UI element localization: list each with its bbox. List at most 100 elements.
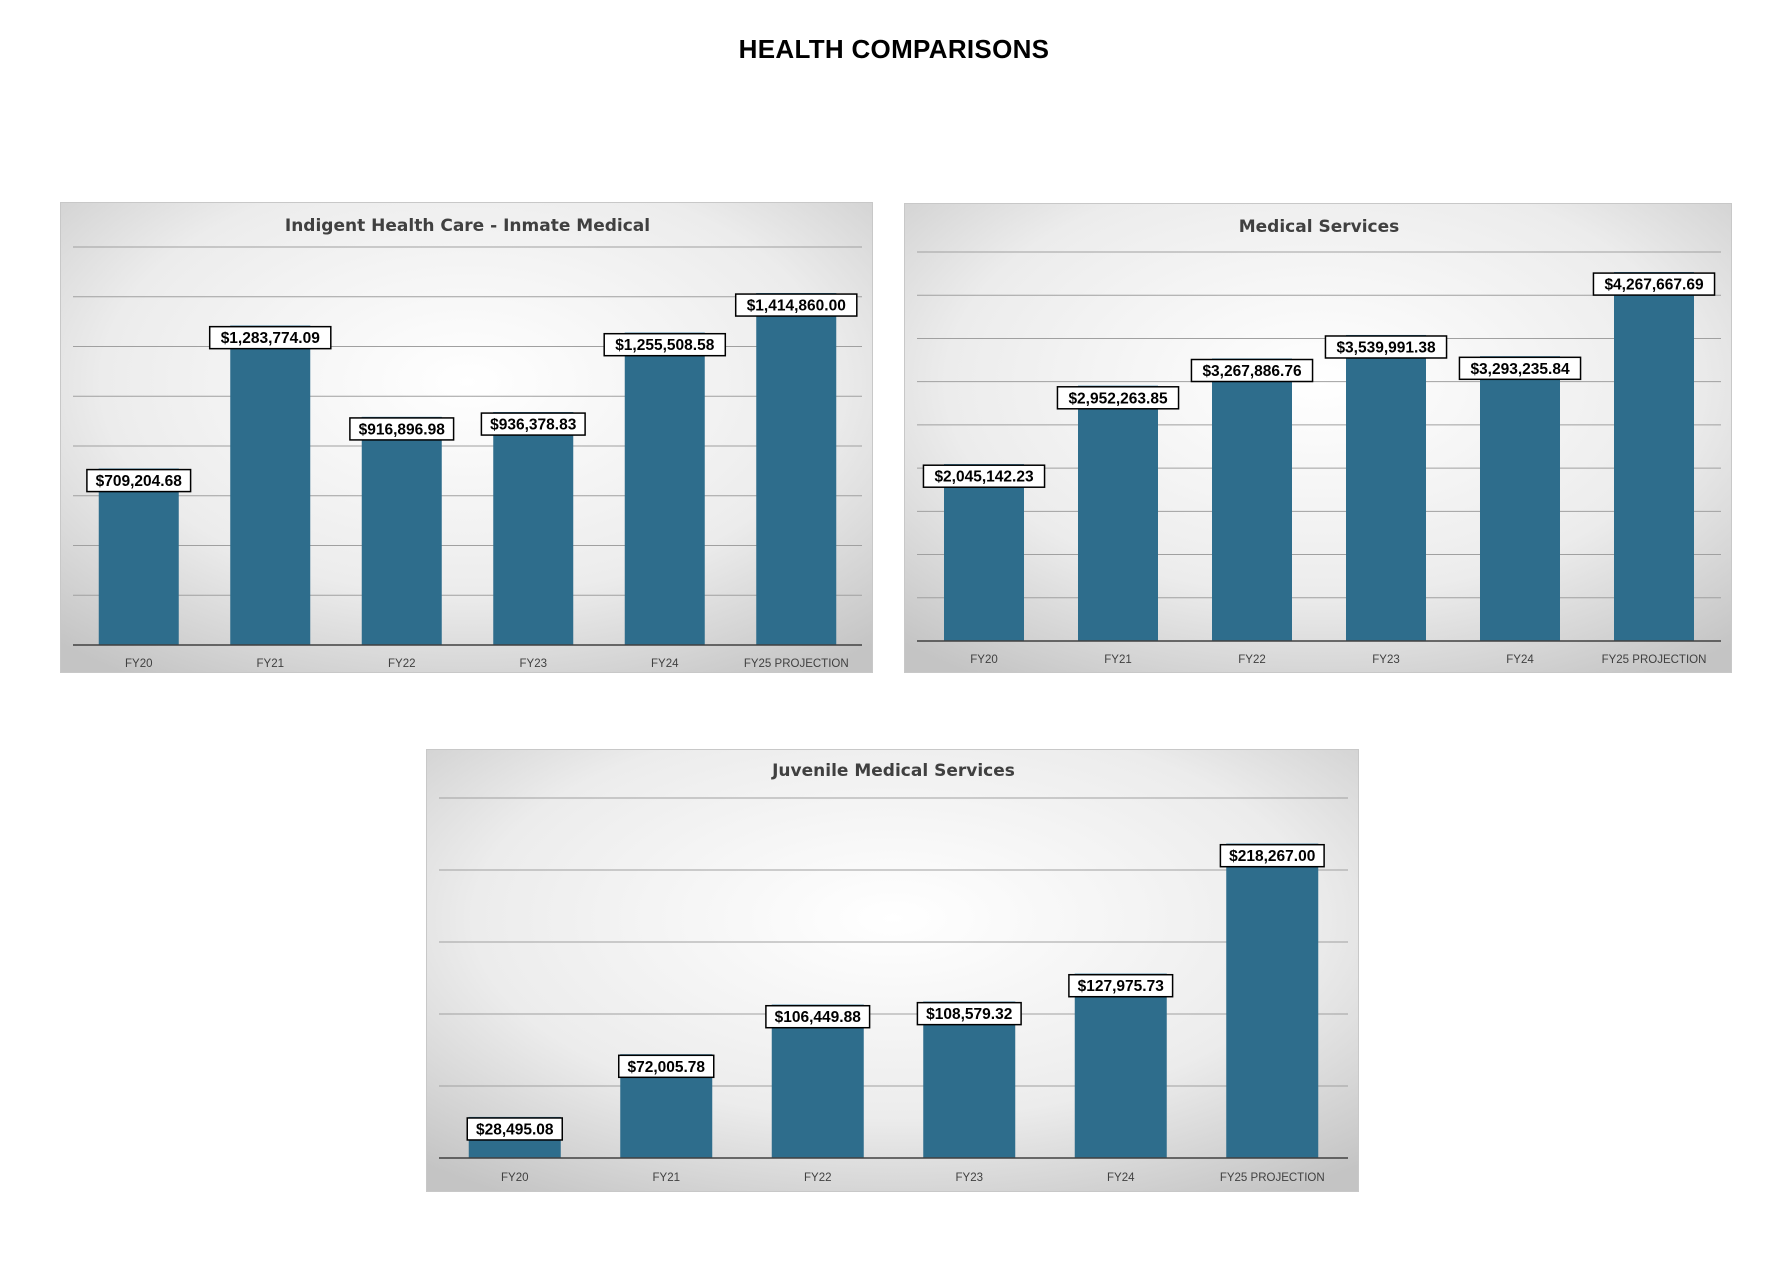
bar: [1346, 334, 1426, 641]
bar-group: $108,579.32: [916, 1001, 1022, 1158]
bar-group: $218,267.00: [1219, 843, 1325, 1158]
chart-background: [427, 750, 1358, 1191]
bar: [1212, 358, 1292, 641]
x-tick-label: FY23: [1372, 654, 1400, 666]
data-label: $4,267,667.69: [1604, 277, 1704, 294]
bar-group: $3,267,886.76: [1190, 358, 1314, 641]
data-label-box: [603, 332, 727, 357]
bar-group: $127,975.73: [1068, 973, 1174, 1158]
bar: [230, 325, 311, 645]
data-label: $936,378.83: [490, 417, 577, 434]
x-tick-label: FY25 PROJECTION: [1220, 1172, 1325, 1184]
bar-group: $3,539,991.38: [1324, 334, 1448, 641]
data-label: $3,293,235.84: [1470, 361, 1570, 378]
x-tick-label: FY22: [388, 658, 416, 670]
chart-medical-services: Medical Services $2,045,142.23 FY20 $2,952,…: [904, 203, 1732, 673]
x-tick-label: FY23: [520, 658, 548, 670]
bar: [98, 468, 179, 645]
chart-svg: Medical Services $2,045,142.23 FY20 $2,952,…: [905, 204, 1731, 672]
bar-group: $2,045,142.23: [922, 464, 1046, 641]
data-label: $28,495.08: [476, 1121, 554, 1138]
x-tick-label: FY22: [804, 1172, 832, 1184]
bar-group: $106,449.88: [765, 1004, 871, 1158]
bar: [1480, 356, 1560, 641]
data-label: $108,579.32: [926, 1006, 1012, 1023]
data-label-box: [86, 468, 192, 493]
chart-svg: Juvenile Medical Services $28,495.08 FY20 $…: [427, 750, 1358, 1191]
bar: [756, 293, 837, 645]
page-title: HEALTH COMPARISONS: [738, 34, 1050, 64]
x-tick-label: FY20: [970, 654, 998, 666]
bar-group: $2,952,263.85: [1056, 385, 1180, 641]
chart-indigent-health-care: Indigent Health Care - Inmate Medical $70…: [60, 202, 873, 673]
data-label: $1,255,508.58: [615, 337, 715, 354]
bar: [1614, 272, 1694, 641]
chart-background: [61, 203, 872, 672]
data-label: $2,045,142.23: [934, 469, 1034, 486]
data-label-box: [916, 1001, 1022, 1026]
data-label-box: [466, 1117, 563, 1141]
bar: [944, 464, 1024, 641]
bar-group: $4,267,667.69: [1592, 272, 1716, 641]
bar-group: $1,283,774.09: [208, 325, 332, 645]
data-label-box: [765, 1004, 871, 1029]
bar: [1078, 385, 1158, 641]
chart-juvenile-medical-services: Juvenile Medical Services $28,495.08 FY20 $…: [426, 749, 1359, 1192]
data-label-box: [1056, 386, 1180, 410]
x-tick-label: FY22: [1238, 654, 1266, 666]
x-tick-label: FY25 PROJECTION: [1602, 654, 1707, 666]
data-label: $916,896.98: [359, 421, 446, 438]
bar-group: $1,414,860.00: [734, 293, 858, 645]
data-label-box: [1190, 358, 1314, 383]
data-label: $218,267.00: [1229, 848, 1315, 865]
data-label-box: [480, 412, 586, 436]
x-tick-label: FY21: [1104, 654, 1132, 666]
x-tick-label: FY24: [651, 658, 679, 670]
data-label-box: [208, 325, 332, 350]
bar: [1226, 843, 1319, 1158]
bar: [923, 1001, 1016, 1158]
chart-title: Indigent Health Care - Inmate Medical: [285, 216, 650, 236]
data-label: $127,975.73: [1078, 978, 1165, 995]
x-tick-label: FY25 PROJECTION: [744, 658, 849, 670]
data-label-box: [349, 417, 455, 441]
data-label: $1,414,860.00: [747, 298, 846, 315]
bar-group: $916,896.98: [349, 416, 455, 645]
chart-svg: Indigent Health Care - Inmate Medical $70…: [61, 203, 872, 672]
data-label: $1,283,774.09: [221, 330, 321, 347]
bar: [624, 332, 705, 645]
data-label: $106,449.88: [775, 1009, 862, 1026]
bar: [493, 412, 574, 645]
chart-title: Juvenile Medical Services: [771, 761, 1015, 781]
data-label: $3,267,886.76: [1202, 363, 1302, 380]
x-tick-label: FY24: [1506, 654, 1534, 666]
data-label-box: [922, 464, 1046, 488]
x-tick-label: FY24: [1107, 1172, 1135, 1184]
data-label-box: [1458, 356, 1582, 381]
bar-group: $3,293,235.84: [1458, 356, 1582, 641]
data-label: $709,204.68: [96, 473, 183, 490]
data-label: $72,005.78: [627, 1059, 705, 1076]
data-label-box: [1219, 843, 1325, 868]
data-label: $2,952,263.85: [1068, 390, 1168, 407]
bar-group: $709,204.68: [86, 468, 192, 645]
x-tick-label: FY21: [653, 1172, 681, 1184]
bar-group: $1,255,508.58: [603, 332, 727, 645]
data-label-box: [1324, 335, 1448, 359]
data-label-box: [1592, 272, 1716, 296]
chart-title: Medical Services: [1239, 217, 1400, 237]
data-label-box: [734, 293, 858, 317]
data-label-box: [1068, 973, 1174, 998]
x-tick-label: FY21: [257, 658, 285, 670]
bar-group: $28,495.08: [466, 1116, 563, 1158]
data-label: $3,539,991.38: [1336, 339, 1436, 356]
bar: [771, 1004, 864, 1158]
bar-group: $72,005.78: [618, 1054, 715, 1158]
x-tick-label: FY23: [956, 1172, 984, 1184]
bar-group: $936,378.83: [480, 412, 586, 645]
x-tick-label: FY20: [501, 1172, 529, 1184]
x-tick-label: FY20: [125, 658, 153, 670]
bar: [361, 416, 442, 645]
bar: [1074, 973, 1167, 1158]
data-label-box: [618, 1054, 715, 1079]
